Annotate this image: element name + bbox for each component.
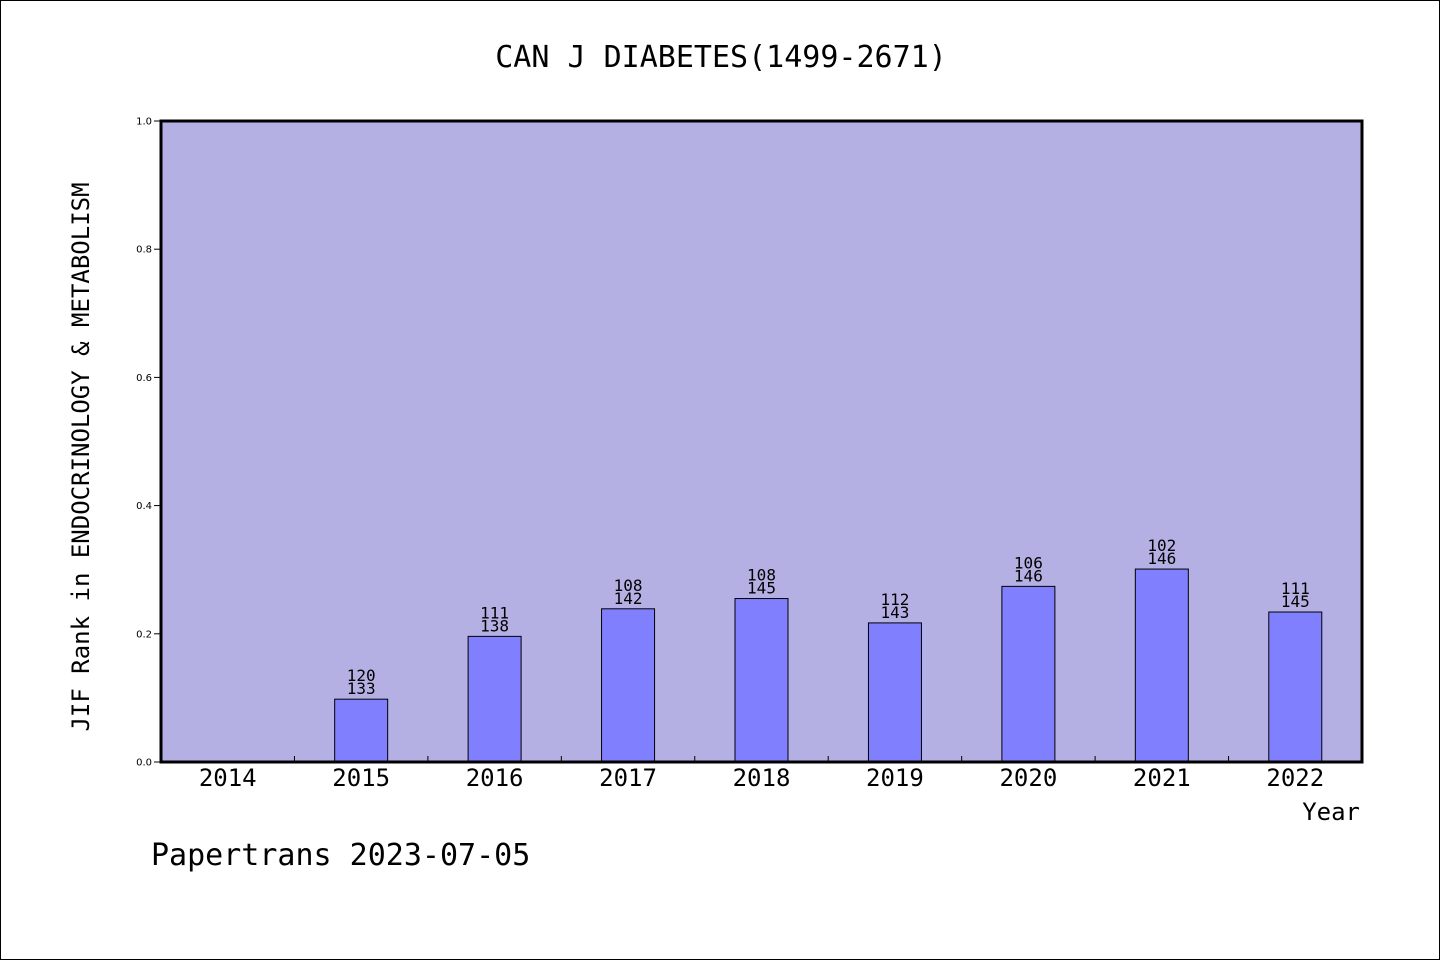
bar-label-bottom: 146: [1147, 549, 1176, 568]
bar: [467, 635, 522, 763]
bar: [1268, 611, 1323, 763]
y-tick-label: 0.6: [136, 373, 152, 384]
plot-area: 0.00.20.40.60.81.02014120133201511113820…: [136, 117, 1364, 792]
footer-text: Papertrans 2023-07-05: [151, 838, 530, 873]
bar-label-top: 120: [347, 666, 376, 685]
bar-label-top: 111: [1281, 579, 1310, 598]
x-tick-label: 2018: [733, 764, 791, 792]
x-tick-label: 2014: [199, 764, 257, 792]
x-axis-label: Year: [1302, 798, 1360, 826]
bar: [334, 698, 389, 763]
x-tick-label: 2019: [866, 764, 924, 792]
y-tick-label: 1.0: [136, 117, 152, 128]
bar: [1001, 585, 1056, 763]
y-tick-label: 0.8: [136, 245, 152, 256]
bar-label-top: 112: [880, 590, 909, 609]
bar-label-bottom: 146: [1014, 566, 1043, 585]
bar-label-top: 111: [480, 603, 509, 622]
x-tick-label: 2017: [599, 764, 657, 792]
y-tick-label: 0.0: [136, 758, 152, 769]
x-tick-label: 2016: [466, 764, 524, 792]
plot-border: [159, 119, 1364, 764]
bar-label-bottom: 133: [347, 679, 376, 698]
bar-label-bottom: 143: [880, 603, 909, 622]
bar: [867, 622, 922, 763]
bar-label-bottom: 145: [747, 579, 776, 598]
x-tick-label: 2022: [1266, 764, 1324, 792]
y-tick-label: 0.4: [136, 501, 152, 512]
x-tick-label: 2015: [332, 764, 390, 792]
bar-label-bottom: 142: [614, 589, 643, 608]
chart-title: CAN J DIABETES(1499-2671): [495, 40, 947, 75]
bar-label-top: 108: [614, 576, 643, 595]
x-tick-label: 2021: [1133, 764, 1191, 792]
bar: [601, 608, 656, 763]
bar-label-top: 108: [747, 566, 776, 585]
bar-label-bottom: 145: [1281, 592, 1310, 611]
x-tick-label: 2020: [999, 764, 1057, 792]
bar-label-top: 106: [1014, 553, 1043, 572]
y-axis-label: JIF Rank in ENDOCRINOLOGY & METABOLISM: [67, 182, 95, 731]
y-tick-label: 0.2: [136, 629, 152, 640]
bar: [1134, 568, 1189, 763]
bar: [734, 598, 789, 763]
bar-label-bottom: 138: [480, 616, 509, 635]
bar-label-top: 102: [1147, 536, 1176, 555]
